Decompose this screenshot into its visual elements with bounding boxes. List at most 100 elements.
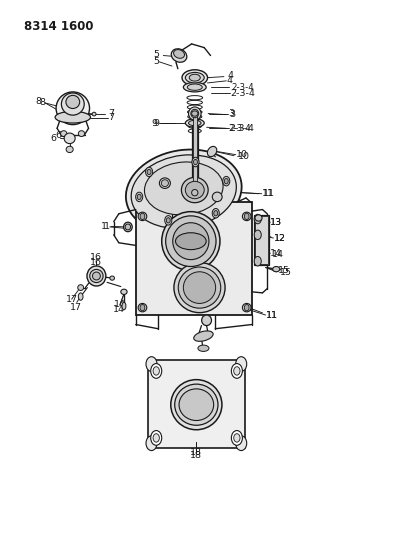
Ellipse shape bbox=[273, 266, 280, 272]
Ellipse shape bbox=[176, 233, 206, 249]
Ellipse shape bbox=[242, 303, 251, 312]
Text: 14: 14 bbox=[270, 249, 282, 258]
Text: 3: 3 bbox=[228, 109, 234, 118]
Circle shape bbox=[234, 434, 240, 442]
Ellipse shape bbox=[92, 112, 96, 116]
Text: 1: 1 bbox=[104, 222, 110, 231]
Circle shape bbox=[153, 434, 159, 442]
Circle shape bbox=[231, 431, 242, 445]
Text: 2-3-4: 2-3-4 bbox=[229, 124, 251, 133]
Circle shape bbox=[231, 364, 242, 378]
Text: 11: 11 bbox=[262, 189, 274, 198]
Text: 5: 5 bbox=[153, 50, 159, 59]
Ellipse shape bbox=[121, 289, 127, 294]
Ellipse shape bbox=[171, 49, 187, 62]
Ellipse shape bbox=[144, 162, 223, 215]
Ellipse shape bbox=[186, 72, 204, 83]
Ellipse shape bbox=[87, 266, 106, 286]
Circle shape bbox=[212, 208, 219, 218]
Ellipse shape bbox=[187, 84, 202, 90]
Ellipse shape bbox=[122, 302, 126, 310]
Ellipse shape bbox=[66, 146, 73, 152]
Text: 3: 3 bbox=[229, 110, 235, 119]
Text: 17: 17 bbox=[65, 295, 78, 304]
Text: 12: 12 bbox=[274, 233, 286, 243]
Text: 6: 6 bbox=[55, 131, 61, 140]
Circle shape bbox=[166, 217, 170, 223]
Circle shape bbox=[151, 431, 162, 445]
Circle shape bbox=[140, 304, 145, 311]
Circle shape bbox=[192, 157, 199, 167]
Text: 4: 4 bbox=[226, 76, 232, 85]
Circle shape bbox=[223, 176, 230, 186]
Text: 18: 18 bbox=[190, 448, 201, 457]
Circle shape bbox=[153, 367, 159, 375]
Circle shape bbox=[146, 436, 157, 450]
Circle shape bbox=[140, 213, 145, 220]
Ellipse shape bbox=[201, 315, 211, 326]
Ellipse shape bbox=[78, 131, 85, 136]
Ellipse shape bbox=[55, 111, 91, 123]
Text: 12: 12 bbox=[273, 233, 285, 243]
Ellipse shape bbox=[174, 263, 225, 313]
Ellipse shape bbox=[173, 223, 209, 260]
Ellipse shape bbox=[64, 133, 75, 143]
Circle shape bbox=[165, 216, 172, 225]
Text: 18: 18 bbox=[190, 451, 202, 460]
Circle shape bbox=[236, 436, 247, 450]
Ellipse shape bbox=[186, 181, 204, 199]
Text: 10: 10 bbox=[238, 152, 250, 161]
Ellipse shape bbox=[125, 224, 130, 230]
Circle shape bbox=[146, 167, 153, 176]
Circle shape bbox=[224, 179, 228, 184]
Text: 11: 11 bbox=[266, 311, 278, 319]
Text: 14: 14 bbox=[113, 305, 125, 314]
Text: 8314 1600: 8314 1600 bbox=[24, 20, 94, 33]
Ellipse shape bbox=[166, 216, 216, 266]
Circle shape bbox=[151, 364, 162, 378]
Text: 7: 7 bbox=[108, 113, 114, 122]
Ellipse shape bbox=[124, 222, 132, 232]
Circle shape bbox=[236, 357, 247, 372]
Text: 16: 16 bbox=[91, 258, 103, 267]
Text: 11: 11 bbox=[263, 189, 275, 198]
Text: 15: 15 bbox=[278, 266, 290, 275]
Text: 6: 6 bbox=[50, 134, 56, 143]
Circle shape bbox=[214, 211, 218, 216]
Ellipse shape bbox=[175, 384, 218, 425]
Ellipse shape bbox=[191, 109, 199, 118]
Ellipse shape bbox=[194, 331, 213, 341]
Ellipse shape bbox=[161, 180, 168, 187]
Ellipse shape bbox=[159, 178, 170, 189]
Ellipse shape bbox=[198, 345, 209, 351]
Circle shape bbox=[234, 367, 240, 375]
Text: 17: 17 bbox=[69, 303, 81, 312]
Text: 14: 14 bbox=[272, 250, 284, 259]
Ellipse shape bbox=[61, 131, 67, 136]
Ellipse shape bbox=[212, 192, 222, 201]
Text: 11: 11 bbox=[267, 311, 279, 319]
Bar bbox=[193, 116, 197, 191]
Ellipse shape bbox=[182, 177, 208, 203]
Text: 8: 8 bbox=[39, 99, 45, 108]
Bar bbox=[254, 215, 269, 265]
Circle shape bbox=[254, 256, 261, 266]
Circle shape bbox=[194, 159, 198, 165]
Text: 7: 7 bbox=[108, 109, 114, 118]
Ellipse shape bbox=[188, 120, 201, 126]
Ellipse shape bbox=[174, 50, 184, 58]
Bar bbox=[148, 360, 245, 448]
Ellipse shape bbox=[242, 212, 251, 221]
Text: 1: 1 bbox=[101, 222, 107, 231]
Text: 4: 4 bbox=[227, 71, 233, 80]
Ellipse shape bbox=[178, 267, 221, 308]
Text: 2-3-4: 2-3-4 bbox=[229, 124, 254, 133]
Circle shape bbox=[147, 169, 151, 175]
Ellipse shape bbox=[162, 212, 220, 271]
Ellipse shape bbox=[184, 83, 206, 92]
Circle shape bbox=[137, 194, 141, 199]
Circle shape bbox=[146, 357, 157, 372]
Text: 5: 5 bbox=[153, 58, 159, 66]
Circle shape bbox=[136, 192, 143, 201]
Ellipse shape bbox=[110, 276, 115, 280]
